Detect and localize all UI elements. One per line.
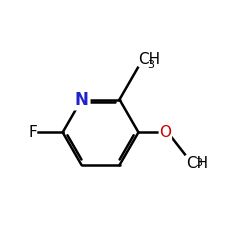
Text: 3: 3 [147, 60, 154, 70]
Text: F: F [28, 125, 37, 140]
Text: CH: CH [186, 156, 208, 170]
Text: O: O [159, 125, 171, 140]
Text: N: N [75, 90, 88, 108]
Text: 3: 3 [196, 158, 202, 168]
Text: CH: CH [138, 52, 160, 66]
